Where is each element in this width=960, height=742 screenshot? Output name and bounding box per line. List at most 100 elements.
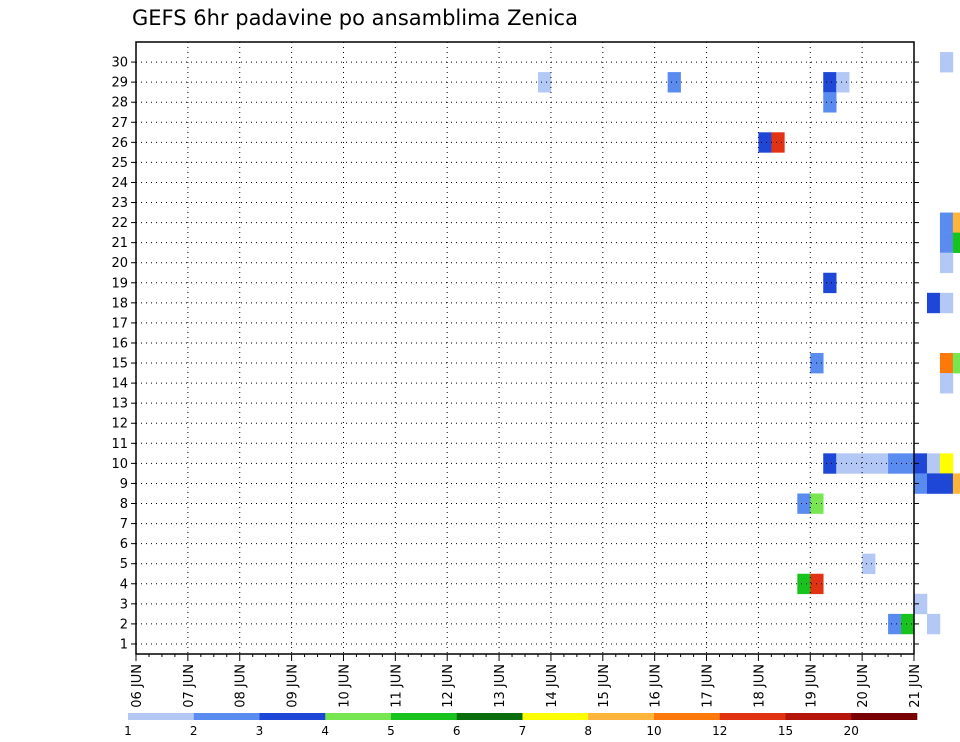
legend-swatch (193, 713, 260, 720)
heatmap-cell (939, 353, 954, 374)
y-tick-label: 23 (111, 196, 128, 211)
heatmap-cell (797, 573, 811, 595)
heatmap-cell (823, 92, 837, 113)
heatmap-cell (849, 453, 863, 474)
x-tick-label: 16 JUN (649, 664, 664, 708)
legend-label: 2 (190, 724, 198, 738)
heatmap-cell (939, 52, 954, 73)
y-tick-label: 6 (120, 537, 128, 552)
x-tick-label: 17 JUN (701, 664, 716, 708)
x-tick-label: 12 JUN (441, 664, 456, 708)
legend-label: 20 (844, 724, 859, 738)
x-tick-label: 08 JUN (234, 664, 249, 708)
y-tick-label: 11 (111, 437, 128, 452)
heatmap-cell (667, 72, 681, 93)
heatmap-cell (939, 373, 954, 394)
legend-swatch (719, 713, 786, 720)
y-tick-label: 16 (111, 336, 128, 351)
heatmap-cell (939, 252, 954, 274)
x-tick-label: 18 JUN (752, 664, 767, 708)
x-tick-label: 09 JUN (286, 664, 301, 708)
x-tick-label: 07 JUN (182, 664, 197, 708)
x-tick-label: 21 JUN (908, 664, 923, 708)
plot-frame (135, 41, 915, 655)
heatmap-cell (939, 212, 954, 233)
heatmap-cell (901, 613, 915, 635)
heatmap-cell (939, 292, 954, 314)
heatmap-cell (952, 353, 960, 374)
y-tick-label: 13 (111, 397, 128, 412)
heatmap-cell (797, 493, 811, 514)
heatmap-cell (952, 212, 960, 233)
y-tick-label: 25 (111, 156, 128, 171)
heatmap-cell (952, 232, 960, 253)
y-tick-label: 30 (111, 56, 128, 71)
legend-label: 4 (321, 724, 329, 738)
legend-label: 12 (712, 724, 727, 738)
x-tick-label: 11 JUN (389, 664, 404, 708)
heatmap-cell (862, 453, 876, 474)
y-tick-label: 24 (111, 176, 128, 191)
heatmap-cell (939, 473, 954, 494)
heatmap-cell (914, 593, 928, 615)
heatmap-cell (926, 613, 941, 635)
legend-label: 6 (453, 724, 461, 738)
heatmap-cell (758, 132, 772, 153)
heatmap-cell (926, 453, 941, 474)
heatmap-cell (862, 553, 876, 575)
heatmap-cell (823, 272, 837, 294)
x-tick-label: 19 JUN (804, 664, 819, 708)
heatmap-cell (952, 473, 960, 494)
heatmap-cell (888, 613, 902, 635)
y-tick-label: 10 (111, 457, 128, 472)
y-tick-label: 29 (111, 76, 128, 91)
y-tick-label: 22 (111, 216, 128, 231)
y-tick-label: 28 (111, 96, 128, 111)
legend-swatch (259, 713, 326, 720)
x-tick-label: 15 JUN (597, 664, 612, 708)
y-tick-label: 5 (120, 557, 128, 572)
y-tick-label: 3 (120, 597, 128, 612)
heatmap-cell (537, 72, 552, 93)
heatmap-cell (914, 453, 928, 474)
legend-label: 15 (778, 724, 793, 738)
legend-swatch (128, 713, 195, 720)
y-tick-label: 20 (111, 256, 128, 271)
y-tick-label: 9 (120, 477, 128, 492)
y-tick-label: 12 (111, 417, 128, 432)
y-tick-label: 8 (120, 497, 128, 512)
legend-swatch (588, 713, 655, 720)
y-tick-label: 19 (111, 276, 128, 291)
x-tick-label: 13 JUN (493, 664, 508, 708)
heatmap-cell (836, 72, 850, 93)
y-tick-label: 17 (111, 316, 128, 331)
y-tick-label: 7 (120, 517, 128, 532)
legend-swatch (391, 713, 458, 720)
legend-swatch (325, 713, 392, 720)
y-tick-label: 4 (120, 577, 128, 592)
legend-label: 7 (519, 724, 527, 738)
heatmap-cell (888, 453, 902, 474)
legend-swatch (456, 713, 523, 720)
y-tick-label: 26 (111, 136, 128, 151)
x-tick-label: 20 JUN (856, 664, 871, 708)
heatmap-cell (901, 453, 915, 474)
y-tick-label: 2 (120, 617, 128, 632)
chart-title: GEFS 6hr padavine po ansamblima Zenica (132, 6, 578, 30)
heatmap-cell (926, 292, 941, 314)
legend-swatch (522, 713, 589, 720)
legend-label: 3 (256, 724, 264, 738)
legend-label: 10 (646, 724, 661, 738)
y-tick-label: 1 (120, 637, 128, 652)
y-tick-label: 27 (111, 116, 128, 131)
legend-label: 8 (584, 724, 592, 738)
x-tick-label: 14 JUN (545, 664, 560, 708)
heatmap-cell (914, 473, 928, 494)
heatmap-cell (836, 453, 850, 474)
heatmap-cell (823, 453, 837, 474)
legend-label: 5 (387, 724, 395, 738)
heatmap-cell (771, 132, 785, 153)
heatmap-cell (926, 473, 941, 494)
x-tick-label: 10 JUN (337, 664, 352, 708)
